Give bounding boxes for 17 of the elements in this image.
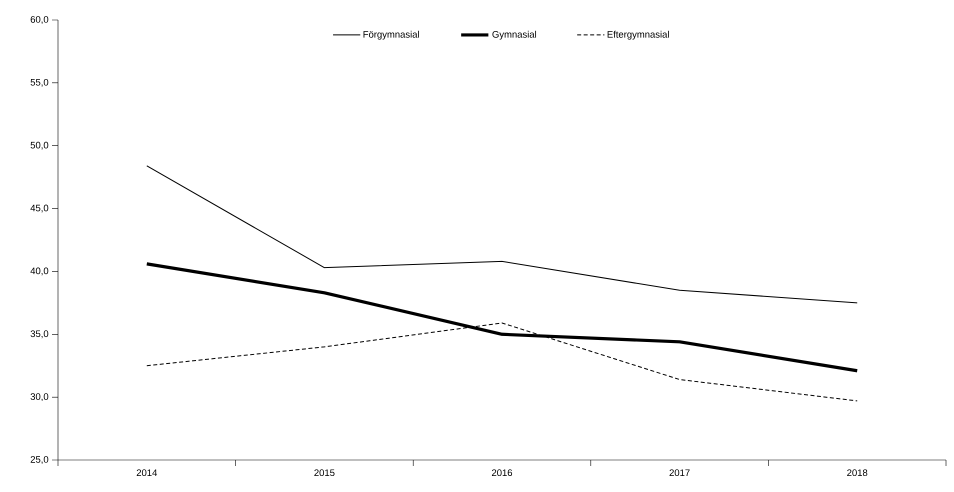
y-tick-label: 55,0 bbox=[30, 78, 48, 87]
y-tick-label: 35,0 bbox=[30, 330, 48, 338]
y-tick-label: 25,0 bbox=[30, 456, 48, 464]
y-tick-label: 50,0 bbox=[30, 142, 48, 150]
x-tick-label: 2016 bbox=[492, 469, 512, 476]
y-tick-label: 45,0 bbox=[30, 204, 48, 212]
legend-label: Eftergymnasial bbox=[608, 30, 669, 40]
y-tick-label: 60,0 bbox=[30, 16, 48, 24]
x-tick-label: 2018 bbox=[847, 469, 868, 476]
y-tick-label: 30,0 bbox=[30, 393, 48, 402]
legend-label: Förgymnasial bbox=[364, 30, 419, 40]
x-tick-label: 2017 bbox=[670, 469, 690, 476]
x-tick-label: 2015 bbox=[314, 469, 335, 476]
legend-label: Gymnasial bbox=[492, 30, 536, 40]
x-tick-label: 2014 bbox=[136, 469, 158, 476]
y-tick-label: 40,0 bbox=[30, 268, 48, 276]
line-series bbox=[146, 165, 858, 304]
